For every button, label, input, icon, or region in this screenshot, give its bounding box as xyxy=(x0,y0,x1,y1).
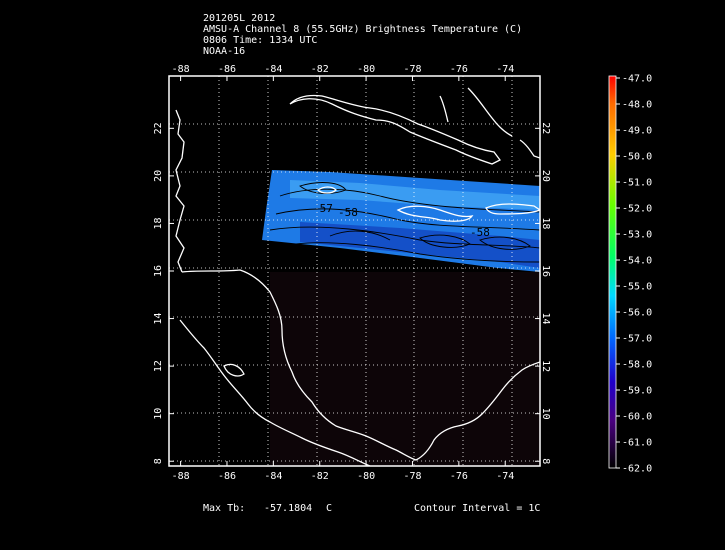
contour-lines xyxy=(269,182,540,263)
lat-tick-label-left: 8 xyxy=(153,458,164,464)
lat-tick-label-left: 20 xyxy=(153,170,164,182)
lat-tick-label-left: 16 xyxy=(153,265,164,277)
contour-label: -58 xyxy=(470,226,490,239)
lat-tick-label-left: 18 xyxy=(153,217,164,229)
lat-tick-label-right: 16 xyxy=(540,265,551,277)
lon-tick-label-top: -88 xyxy=(172,64,190,75)
lat-tick-label-right: 12 xyxy=(540,360,551,372)
lat-tick-label-right: 14 xyxy=(540,313,551,325)
lon-tick-label-top: -76 xyxy=(450,64,468,75)
colorbar-label: -62.0 xyxy=(622,464,652,475)
swath-lower-region xyxy=(270,272,540,466)
lat-tick-label-right: 20 xyxy=(540,170,551,182)
swath-cold-band xyxy=(300,222,540,268)
swath-warm-band xyxy=(290,180,540,210)
colorbar-label: -53.0 xyxy=(622,230,652,241)
lon-tick-label-bottom: -74 xyxy=(496,471,514,482)
colorbar-label: -61.0 xyxy=(622,438,652,449)
colorbar-label: -48.0 xyxy=(622,100,652,111)
colorbar-label: -54.0 xyxy=(622,256,652,267)
colorbar-label: -50.0 xyxy=(622,152,652,163)
colorbar-labels: -47.0 -48.0 -49.0 -50.0 -51.0 -52.0 -53.0 -54.0… xyxy=(616,74,652,475)
lon-tick-label-bottom: -82 xyxy=(311,471,329,482)
header-line-time: 0806 Time: 1334 UTC xyxy=(203,35,318,46)
lat-tick-label-left: 12 xyxy=(153,360,164,372)
colorbar-label: -57.0 xyxy=(622,334,652,345)
lon-tick-label-top: -84 xyxy=(264,64,282,75)
max-tb-value: -57.1804 xyxy=(264,503,313,514)
lat-tick-label-right: 8 xyxy=(540,458,551,464)
lat-tick-label-left: 22 xyxy=(153,122,164,134)
colorbar-label: -56.0 xyxy=(622,308,652,319)
colorbar-bar xyxy=(608,75,617,469)
colorbar-label: -51.0 xyxy=(622,178,652,189)
colorbar-label: -52.0 xyxy=(622,204,652,215)
colorbar-label: -55.0 xyxy=(622,282,652,293)
lon-tick-label-bottom: -84 xyxy=(264,471,282,482)
lat-tick-label-left: 10 xyxy=(153,408,164,420)
contour-label-group: -57 -58 -58 xyxy=(313,202,490,239)
lon-tick-label-top: -86 xyxy=(218,64,236,75)
contour-label: -58 xyxy=(338,206,358,219)
lon-tick-label-top: -82 xyxy=(311,64,329,75)
lon-tick-label-bottom: -78 xyxy=(403,471,421,482)
contour-label: -57 xyxy=(313,202,333,215)
lat-tick-label-right: 22 xyxy=(540,122,551,134)
coastlines xyxy=(175,87,540,466)
axis-ticks: -88 -88 -86 -86 -84 -84 -82 -82 -80 -80 -78 -78 -76 -… xyxy=(153,64,551,482)
lon-tick-label-bottom: -88 xyxy=(172,471,190,482)
colorbar-label: -58.0 xyxy=(622,360,652,371)
lat-tick-label-right: 10 xyxy=(540,408,551,420)
lon-tick-label-bottom: -86 xyxy=(218,471,236,482)
colorbar-label: -60.0 xyxy=(622,412,652,423)
lon-tick-label-top: -78 xyxy=(403,64,421,75)
lon-tick-label-bottom: -76 xyxy=(450,471,468,482)
colorbar-label: -49.0 xyxy=(622,126,652,137)
lat-tick-label-left: 14 xyxy=(153,313,164,325)
colorbar-label: -47.0 xyxy=(622,74,652,85)
contour-interval: Contour Interval = 1C xyxy=(414,503,541,514)
max-tb-unit: C xyxy=(326,503,333,514)
header-line-storm: 201205L 2012 xyxy=(203,13,276,24)
header-line-channel: AMSU-A Channel 8 (55.5GHz) Brightness Te… xyxy=(203,24,523,35)
lat-lon-grid xyxy=(169,76,540,466)
lat-tick-label-right: 18 xyxy=(540,217,551,229)
colorbar-label: -59.0 xyxy=(622,386,652,397)
lon-tick-label-top: -74 xyxy=(496,64,514,75)
lon-tick-label-bottom: -80 xyxy=(357,471,375,482)
lon-tick-label-top: -80 xyxy=(357,64,375,75)
header-line-satellite: NOAA-16 xyxy=(203,46,246,57)
max-tb-label: Max Tb: xyxy=(203,503,246,514)
